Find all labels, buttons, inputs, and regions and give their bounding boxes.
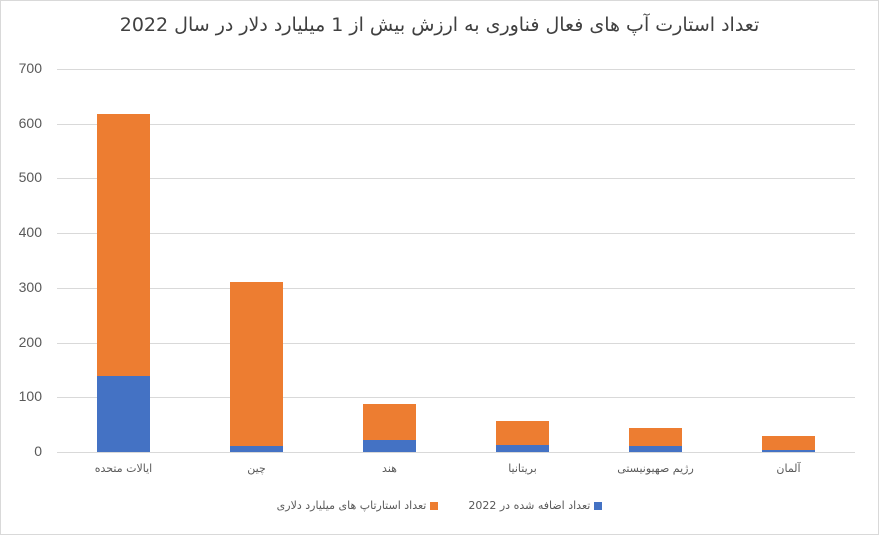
bar-segment (230, 445, 283, 452)
gridline (57, 397, 855, 399)
bar-stack (230, 69, 283, 452)
bar-segment (496, 444, 549, 452)
gridline (57, 123, 855, 125)
bar-stack (363, 69, 416, 452)
bar-stack (762, 69, 815, 452)
bar-segment (762, 436, 815, 451)
plot-area (57, 69, 855, 453)
y-tick-label: 400 (18, 224, 42, 241)
legend-item-unicorns: تعداد استارتاپ های میلیارد دلاری (277, 499, 439, 512)
bar-segment (629, 445, 682, 452)
gridline (57, 287, 855, 289)
y-tick-label: 0 (34, 443, 42, 459)
bar-segment (97, 113, 150, 376)
gridline (57, 342, 855, 344)
x-tick-label: ایالات متحده (94, 462, 153, 475)
y-tick-label: 200 (18, 333, 42, 350)
legend-item-added-2022: تعداد اضافه شده در 2022 (468, 499, 603, 512)
y-tick-label: 700 (18, 60, 42, 76)
y-tick-label: 500 (18, 169, 42, 186)
legend-label: تعداد اضافه شده در 2022 (468, 499, 591, 512)
bar-segment (762, 450, 815, 452)
gridline (57, 178, 855, 180)
bar-segment (230, 282, 283, 446)
gridline (57, 233, 855, 235)
bar-segment (496, 420, 549, 445)
bar-segment (363, 439, 416, 452)
x-tick-label: چین (247, 462, 266, 475)
legend-label: تعداد استارتاپ های میلیارد دلاری (276, 499, 427, 512)
y-tick-label: 300 (18, 278, 42, 295)
bar-stack (97, 69, 150, 452)
x-tick-label: رژیم صهیونیستی (617, 462, 694, 475)
y-tick-label: 100 (18, 388, 42, 405)
y-tick-label: 600 (18, 114, 42, 131)
chart-title: تعداد استارت آپ های فعال فناوری به ارزش … (119, 14, 760, 36)
bar-stack (629, 69, 682, 452)
x-tick-label: آلمان (776, 462, 801, 475)
x-tick-label: بریتانیا (508, 462, 537, 475)
bar-segment (629, 427, 682, 446)
x-tick-label: هند (382, 462, 397, 475)
bar-segment (97, 375, 150, 452)
bar-segment (363, 403, 416, 440)
bar-stack (496, 69, 549, 452)
legend-swatch-orange (430, 501, 439, 510)
gridline (57, 69, 855, 70)
gridline (57, 452, 855, 453)
legend: تعداد اضافه شده در 2022 تعداد استارتاپ ه… (0, 499, 879, 512)
legend-swatch-blue (594, 501, 603, 510)
